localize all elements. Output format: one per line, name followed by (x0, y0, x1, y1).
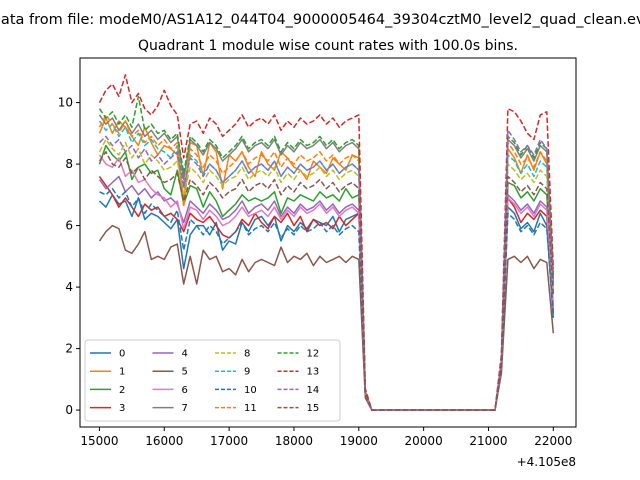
x-tick-label: 21000 (469, 434, 507, 448)
legend-box (84, 339, 341, 422)
y-axis: 0 2 4 6 8 10 (58, 96, 80, 417)
x-tick-label: 19000 (340, 434, 378, 448)
legend-label-1: 1 (119, 367, 125, 378)
x-tick-label: 16000 (145, 434, 183, 448)
y-tick-label: 0 (65, 403, 73, 417)
legend-label-14: 14 (307, 385, 320, 396)
legend-label-2: 2 (119, 385, 125, 396)
legend-label-9: 9 (244, 367, 250, 378)
legend-label-12: 12 (307, 349, 320, 360)
legend-label-6: 6 (182, 385, 188, 396)
legend-label-10: 10 (244, 385, 257, 396)
figure-suptitle: Data from file: modeM0/AS1A12_044T04_900… (0, 12, 640, 28)
y-tick-label: 10 (58, 96, 73, 110)
y-tick-label: 6 (65, 219, 73, 233)
y-tick-label: 2 (65, 342, 73, 356)
x-tick-label: 17000 (210, 434, 248, 448)
chart-title: Quadrant 1 module wise count rates with … (138, 38, 518, 54)
series-layer (98, 74, 555, 411)
legend-label-4: 4 (182, 349, 188, 360)
legend-label-11: 11 (244, 403, 257, 414)
x-offset-label: +4.105e8 (517, 455, 576, 469)
plot-frame (79, 57, 577, 428)
legend-label-8: 8 (244, 349, 250, 360)
legend-label-13: 13 (307, 367, 320, 378)
legend-label-0: 0 (119, 349, 125, 360)
y-tick-label: 4 (65, 280, 73, 294)
x-tick-label: 22000 (534, 434, 572, 448)
series-line-15 (98, 151, 555, 411)
series-line-8 (98, 138, 555, 411)
x-axis: 15000 16000 17000 18000 19000 20000 21000 22000 (80, 427, 572, 448)
x-tick-label: 20000 (405, 434, 443, 448)
y-tick-label: 8 (65, 157, 73, 171)
legend-label-5: 5 (182, 367, 188, 378)
x-tick-label: 15000 (80, 434, 118, 448)
legend-label-3: 3 (119, 403, 125, 414)
legend-label-7: 7 (182, 403, 188, 414)
x-tick-label: 18000 (275, 434, 313, 448)
legend-label-15: 15 (307, 403, 320, 414)
